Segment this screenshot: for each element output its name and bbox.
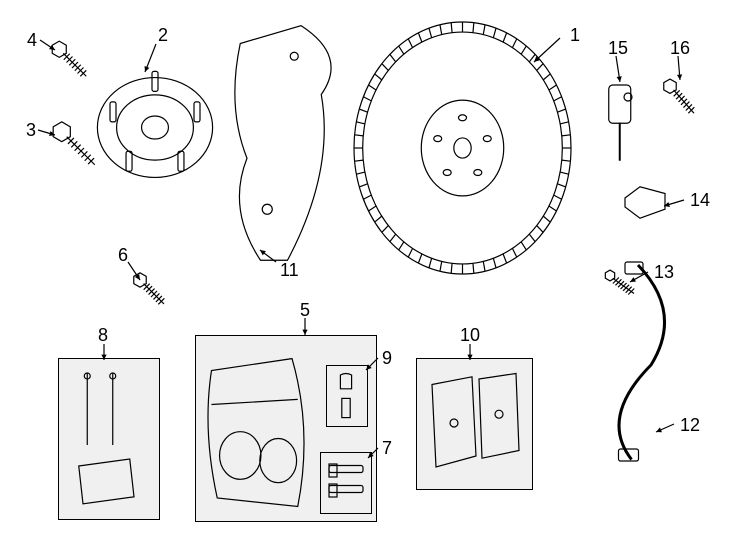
dust-shield bbox=[220, 18, 355, 278]
hub-bolt-short bbox=[48, 38, 93, 88]
brake-rotor bbox=[350, 18, 575, 283]
callout-14: 14 bbox=[690, 190, 710, 211]
wheel-speed-sensor bbox=[595, 80, 650, 170]
sensor-clip bbox=[620, 180, 670, 230]
brake-caliper bbox=[200, 345, 315, 520]
parts-diagram: 12345678910111213141516 bbox=[0, 0, 734, 540]
callout-6: 6 bbox=[118, 245, 128, 266]
callout-8: 8 bbox=[98, 325, 108, 346]
callout-3: 3 bbox=[26, 120, 36, 141]
bleeder-kit bbox=[332, 372, 360, 425]
callout-9: 9 bbox=[382, 348, 392, 369]
callout-7: 7 bbox=[382, 438, 392, 459]
bracket-bolt bbox=[600, 268, 640, 303]
callout-13: 13 bbox=[654, 262, 674, 283]
brake-pads bbox=[424, 368, 524, 483]
hub-bolt-long bbox=[48, 118, 103, 178]
callout-4: 4 bbox=[27, 30, 37, 51]
caliper-bolt bbox=[326, 458, 366, 513]
callout-16: 16 bbox=[670, 38, 690, 59]
hardware-kit bbox=[66, 368, 151, 513]
callout-1: 1 bbox=[570, 25, 580, 46]
callout-5: 5 bbox=[300, 300, 310, 321]
sensor-bolt bbox=[660, 75, 700, 125]
callout-12: 12 bbox=[680, 415, 700, 436]
callout-2: 2 bbox=[158, 25, 168, 46]
callout-15: 15 bbox=[608, 38, 628, 59]
callout-10: 10 bbox=[460, 325, 480, 346]
small-bolt bbox=[130, 270, 170, 315]
callout-11: 11 bbox=[280, 260, 299, 281]
wheel-hub bbox=[95, 60, 215, 200]
